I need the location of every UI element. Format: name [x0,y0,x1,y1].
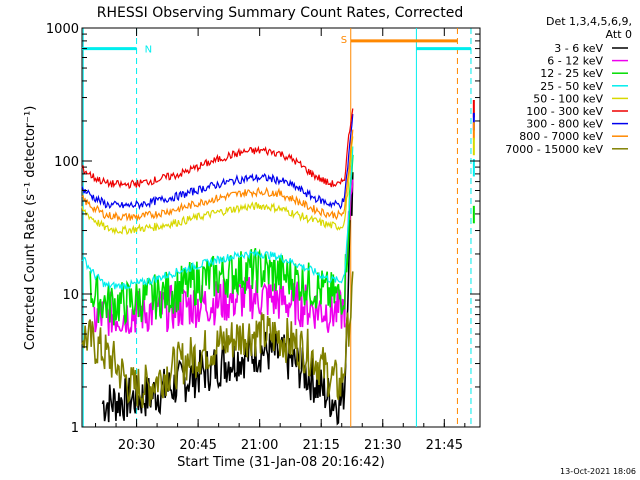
y-tick-label: 1 [71,421,79,436]
series-line [81,114,354,210]
y-axis-label: Corrected Count Rate (s⁻¹ detector⁻¹) [23,106,38,351]
y-tick-label: 1000 [46,22,79,37]
legend-label: 7000 - 15000 keV [505,143,603,156]
legend-header: Att 0 [606,28,632,41]
series-line [81,136,354,236]
legend-label: 12 - 25 keV [540,67,603,80]
x-tick-label: 21:00 [241,438,278,453]
legend-label: 50 - 100 keV [533,92,603,105]
plot-area [81,27,481,428]
legend-label: 6 - 12 keV [547,55,603,68]
x-tick-label: 21:45 [426,438,463,453]
series-line [101,172,354,426]
series-line [81,108,354,190]
y-tick-label: 100 [54,155,79,170]
x-tick-label: 21:30 [364,438,401,453]
series-line [81,271,354,408]
series-line [81,129,354,222]
series-line [81,146,354,290]
x-axis-label: Start Time (31-Jan-08 20:16:42) [177,455,385,470]
legend-header: Det 1,3,4,5,6,9, [546,15,632,28]
chart-title: RHESSI Observing Summary Count Rates, Co… [97,5,463,21]
y-axis: 1 10 100 1000 [46,22,480,436]
x-axis: 20:30 20:45 21:00 21:15 21:30 21:45 [95,28,466,453]
legend-label: 800 - 7000 keV [519,130,603,143]
annotations: NS [82,28,472,427]
x-tick-label: 20:30 [118,438,155,453]
legend-label: 100 - 300 keV [526,105,603,118]
legend-label: 300 - 800 keV [526,118,603,131]
series-line [89,154,354,326]
y-tick-label: 10 [62,288,79,303]
legend-label: 3 - 6 keV [554,42,603,55]
observing-interval-label: N [145,45,152,56]
observing-interval-label: S [341,35,347,46]
timestamp: 13-Oct-2021 18:06 [560,467,636,476]
series-layer [81,100,475,426]
x-tick-label: 20:45 [179,438,216,453]
x-tick-label: 21:15 [302,438,339,453]
legend-label: 25 - 50 keV [540,80,603,93]
